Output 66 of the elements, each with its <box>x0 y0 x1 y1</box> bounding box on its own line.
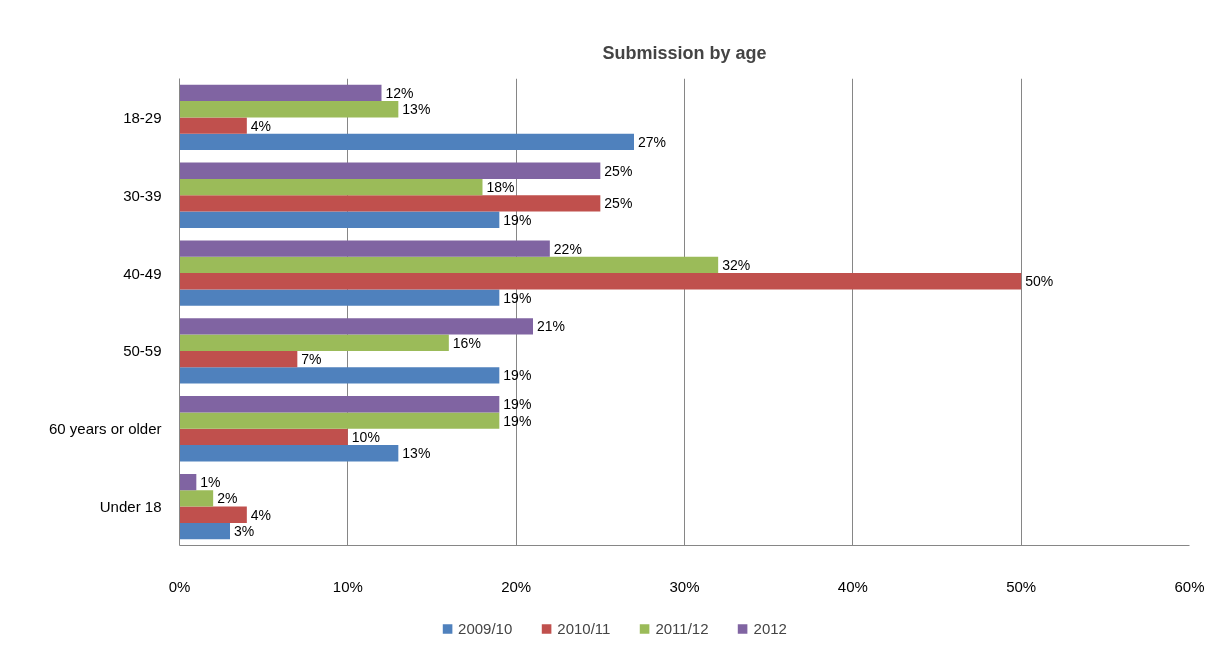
y-tick-label: 40-49 <box>123 264 162 282</box>
data-label: 13% <box>402 445 431 462</box>
y-tick-label: 30-39 <box>123 186 162 204</box>
legend-label: 2010/11 <box>557 619 611 637</box>
data-label: 4% <box>250 117 272 134</box>
legend-label: 2009/10 <box>458 619 513 637</box>
data-label: 19% <box>503 412 532 429</box>
bar <box>179 273 1022 290</box>
bar <box>179 133 634 151</box>
y-tick-label: 18-29 <box>123 108 162 126</box>
data-label: 7% <box>301 351 322 368</box>
x-tick-label: 0% <box>168 577 191 595</box>
legend-label: 2012 <box>753 619 787 637</box>
bar <box>179 162 601 179</box>
data-label: 19% <box>503 367 532 384</box>
bar <box>179 506 247 523</box>
bar <box>179 428 348 446</box>
x-tick-label: 30% <box>669 577 700 595</box>
data-label: 4% <box>250 506 272 523</box>
bar <box>179 256 719 274</box>
data-label: 50% <box>1025 273 1054 290</box>
bar <box>179 117 247 134</box>
data-label: 10% <box>351 428 380 445</box>
bar <box>179 490 214 507</box>
data-label: 16% <box>452 334 481 351</box>
bar <box>179 522 230 540</box>
bar <box>179 412 500 429</box>
bar <box>179 178 483 196</box>
x-tick-label: 20% <box>501 577 532 595</box>
data-label: 3% <box>234 523 255 540</box>
data-label: 25% <box>604 162 633 179</box>
x-tick-label: 40% <box>837 577 868 595</box>
data-label: 19% <box>503 211 532 228</box>
x-tick-label: 60% <box>1174 577 1205 595</box>
bar <box>179 289 500 306</box>
bar <box>179 445 399 462</box>
data-label: 19% <box>503 289 532 306</box>
bar <box>179 334 449 351</box>
data-label: 25% <box>604 195 633 212</box>
data-label: 12% <box>385 84 414 101</box>
bar <box>179 195 601 212</box>
legend-label: 2011/12 <box>655 619 709 637</box>
y-tick-label: 50-59 <box>123 342 162 360</box>
data-label: 1% <box>200 474 221 491</box>
bar <box>179 350 298 368</box>
bar <box>179 396 500 413</box>
bar <box>179 101 399 118</box>
bar <box>179 84 382 102</box>
data-label: 27% <box>638 133 667 150</box>
bar <box>179 211 500 228</box>
bar <box>179 367 500 384</box>
y-tick-label: 60 years or older <box>48 420 162 438</box>
data-label: 2% <box>217 490 238 507</box>
data-label: 18% <box>486 179 515 196</box>
data-label: 22% <box>553 240 582 257</box>
data-label: 21% <box>537 318 566 335</box>
x-tick-label: 10% <box>332 577 363 595</box>
data-label: 32% <box>722 256 751 273</box>
bar <box>179 318 533 335</box>
y-tick-label: Under 18 <box>99 498 162 516</box>
x-tick-label: 50% <box>1006 577 1037 595</box>
chart-title: Submission by age <box>602 42 767 63</box>
bar <box>179 240 550 257</box>
data-label: 19% <box>503 396 532 413</box>
bar <box>179 473 197 491</box>
data-label: 13% <box>402 101 431 118</box>
